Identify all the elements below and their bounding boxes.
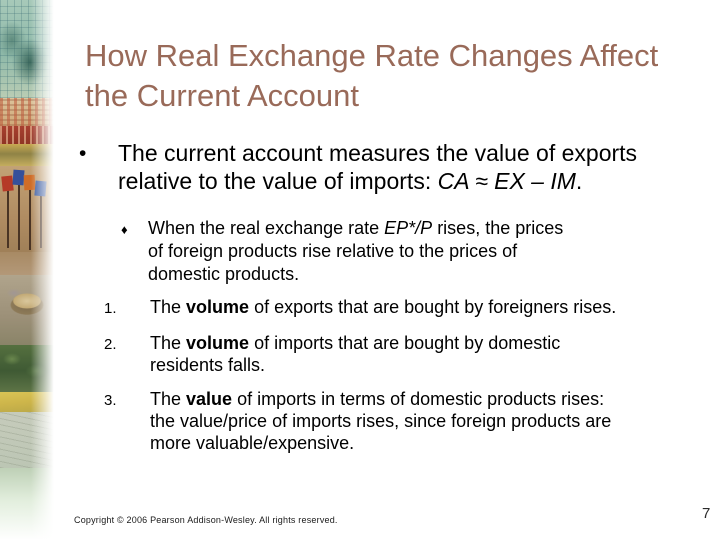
newspaper-image [0,412,56,468]
numbered-item-1: 1. The volume of exports that are bought… [104,296,628,320]
world-map-image [0,0,56,98]
decorative-collage-strip [0,0,56,540]
orange-flag [23,174,36,191]
current-account-formula: CA ≈ EX – IM [437,167,576,194]
grain-basket-image [0,275,56,345]
gold-band-image [0,144,56,166]
page-number: 7 [702,505,711,522]
strip-bottom-fade [0,468,56,540]
sub-bullet-lead: When the real exchange rate [148,218,385,238]
blue-flag [12,169,25,186]
main-bullet-lead: The current account measures the value o… [118,140,638,194]
blue-flag [34,180,47,197]
item-text: The value of imports in terms of domesti… [150,388,628,454]
brick-building-image [0,126,56,144]
main-bullet-text: The current account measures the value o… [118,140,678,195]
item-lead: The [150,389,187,409]
numbered-item-3: 3. The value of imports in terms of dome… [104,388,628,454]
item-bold-word: volume [186,333,250,353]
item-bold-word: volume [186,297,250,317]
international-flags-image [0,166,56,252]
item-number: 1. [104,300,117,317]
sub-bullet: ♦ When the real exchange rate EP*/P rise… [121,217,578,286]
copyright-notice: Copyright © 2006 Pearson Addison-Wesley.… [74,515,338,525]
tan-band-image [0,252,56,275]
item-text: The volume of exports that are bought by… [150,296,628,320]
slide-title: How Real Exchange Rate Changes Affect th… [85,38,659,113]
item-lead: The [150,297,187,317]
main-bullet-tail: . [575,167,583,194]
vegetables-image [0,345,56,392]
item-bold-word: value [186,389,233,409]
main-bullet: • The current account measures the value… [79,140,678,195]
item-tail: of imports that are bought by domestic r… [150,333,561,375]
item-lead: The [150,333,187,353]
bullet-marker-icon: • [79,142,87,165]
item-number: 2. [104,336,117,353]
banana-band-image [0,392,56,412]
sub-bullet-text: When the real exchange rate EP*/P rises,… [148,217,578,286]
diamond-marker-icon: ♦ [121,222,128,237]
real-exchange-rate-formula: EP*/P [384,218,433,238]
numbered-item-2: 2. The volume of imports that are bought… [104,332,628,376]
item-tail: of imports in terms of domestic products… [150,389,612,453]
sub-bullet-tail: rises, the prices of foreign products ri… [148,218,564,284]
crowd-image [0,98,56,126]
item-text: The volume of imports that are bought by… [150,332,628,376]
item-tail: of exports that are bought by foreigners… [249,297,617,317]
item-number: 3. [104,392,117,409]
